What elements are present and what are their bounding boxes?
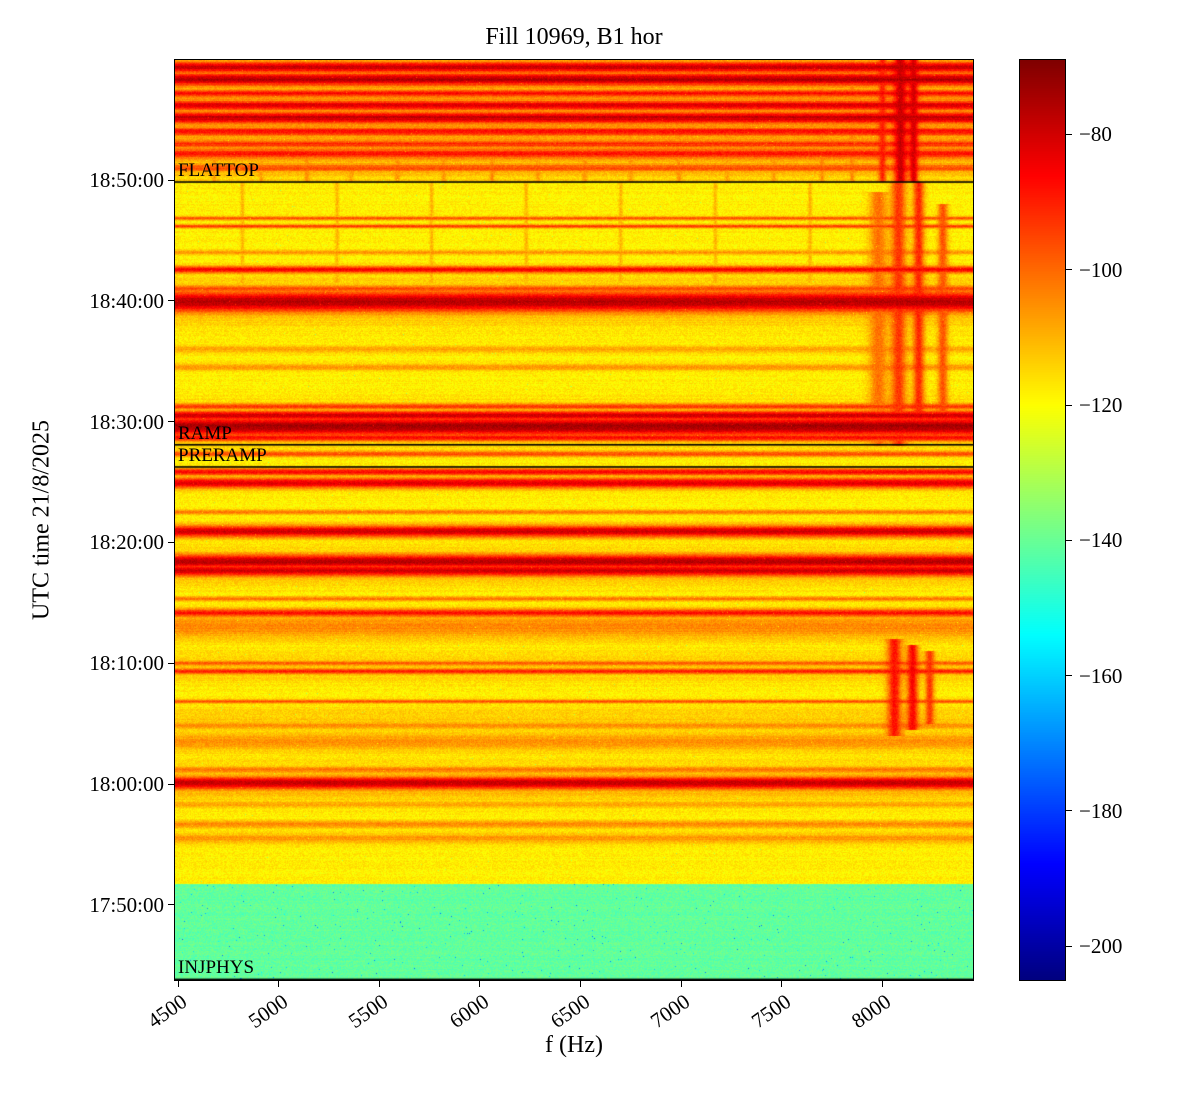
colorbar-tick-label: −140: [1079, 528, 1123, 553]
colorbar-tick-label: −200: [1079, 934, 1123, 959]
colorbar-tick-label: −180: [1079, 798, 1123, 823]
colorbar-tick-mark: [1066, 539, 1072, 541]
y-tick-label: 18:30:00: [89, 409, 164, 434]
y-tick-mark: [168, 904, 174, 906]
colorbar-gradient: [1020, 60, 1065, 980]
x-tick-label-text: 6500: [545, 989, 594, 1033]
colorbar-tick-mark: [1066, 675, 1072, 677]
y-axis-label: UTC time 21/8/2025: [28, 420, 55, 620]
x-tick-mark: [177, 981, 179, 987]
annotation-injphys: INJPHYS: [178, 957, 255, 979]
annotation-flattop: FLATTOP: [178, 160, 259, 182]
colorbar-tick-mark: [1066, 269, 1072, 271]
x-tick-label-text: 4500: [143, 989, 192, 1033]
y-tick-mark: [168, 421, 174, 423]
x-tick-label-text: 8000: [847, 989, 896, 1033]
x-tick-label-text: 7000: [646, 989, 695, 1033]
y-tick-mark: [168, 179, 174, 181]
colorbar: [1019, 59, 1066, 981]
y-tick-mark: [168, 783, 174, 785]
colorbar-tick-label: −160: [1079, 663, 1123, 688]
chart-title: Fill 10969, B1 hor: [485, 24, 663, 50]
y-tick-label: 17:50:00: [89, 892, 164, 917]
x-tick-label-text: 7500: [746, 989, 795, 1033]
y-tick-label: 18:40:00: [89, 288, 164, 313]
colorbar-tick-label: −100: [1079, 257, 1123, 282]
x-tick-mark: [378, 981, 380, 987]
y-tick-label: 18:00:00: [89, 772, 164, 797]
x-axis-label: f (Hz): [545, 1032, 603, 1058]
colorbar-tick-mark: [1066, 945, 1072, 947]
y-tick-label: 18:10:00: [89, 651, 164, 676]
y-tick-mark: [168, 541, 174, 543]
x-tick-mark: [580, 981, 582, 987]
x-tick-mark: [781, 981, 783, 987]
x-tick-mark: [278, 981, 280, 987]
y-tick-mark: [168, 662, 174, 664]
x-tick-label-text: 6000: [444, 989, 494, 1033]
x-tick-mark: [881, 981, 883, 987]
spectrogram-plot-area: [174, 59, 974, 981]
annotation-preramp: PRERAMP: [178, 444, 267, 466]
colorbar-tick-mark: [1066, 133, 1072, 135]
y-tick-label: 18:50:00: [89, 168, 164, 192]
y-tick-label: 18:20:00: [89, 530, 164, 555]
spectrogram-heatmap: [175, 60, 973, 980]
y-tick-mark: [168, 300, 174, 302]
annotation-ramp: RAMP: [178, 422, 232, 444]
x-tick-mark: [680, 981, 682, 987]
colorbar-tick-label: −120: [1079, 393, 1123, 417]
colorbar-tick-mark: [1066, 404, 1072, 406]
x-tick-label-text: 5500: [344, 989, 393, 1033]
x-tick-mark: [479, 981, 481, 987]
colorbar-tick-label: −80: [1079, 122, 1112, 147]
colorbar-tick-mark: [1066, 810, 1072, 812]
x-tick-label-text: 5000: [243, 989, 292, 1033]
